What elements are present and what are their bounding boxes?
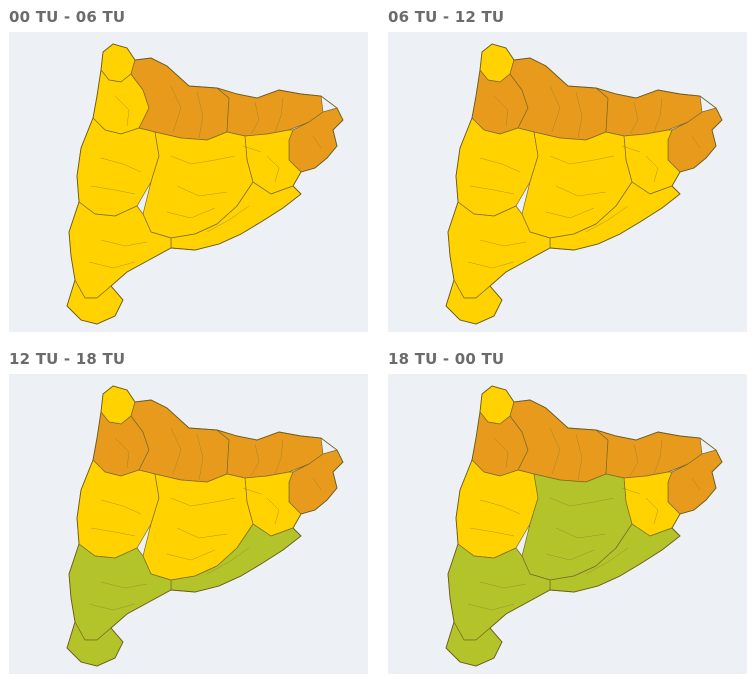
panel-title: 06 TU - 12 TU bbox=[388, 8, 505, 26]
comarca-border bbox=[312, 477, 322, 491]
comarca-border bbox=[100, 157, 142, 173]
comarca-border bbox=[88, 603, 136, 611]
catalonia-map-svg bbox=[66, 43, 344, 325]
comarca-border bbox=[170, 155, 236, 165]
comarca-border bbox=[555, 527, 607, 539]
comarca-border bbox=[585, 205, 629, 233]
comarca-border bbox=[549, 85, 561, 133]
panel-title: 18 TU - 00 TU bbox=[388, 350, 505, 368]
comarca-border bbox=[545, 549, 595, 561]
forecast-panel-4: 18 TU - 00 TU bbox=[388, 344, 748, 674]
comarca-border bbox=[621, 487, 641, 495]
comarca-border bbox=[266, 155, 280, 183]
comarca-border bbox=[549, 497, 615, 507]
comarca-border bbox=[645, 497, 659, 525]
comarca-border bbox=[170, 427, 182, 475]
map-catalonia bbox=[9, 32, 368, 332]
catalonia-outline bbox=[66, 385, 344, 667]
comarca-border bbox=[100, 581, 148, 589]
comarca-border bbox=[312, 135, 322, 149]
catalonia-outline bbox=[445, 385, 723, 667]
panel-title: 00 TU - 06 TU bbox=[9, 8, 126, 26]
panel-title: 12 TU - 18 TU bbox=[9, 350, 126, 368]
comarca-border bbox=[196, 433, 204, 481]
comarca-border bbox=[493, 95, 509, 127]
comarca-border bbox=[467, 261, 515, 269]
catalonia-map-svg bbox=[66, 385, 344, 667]
comarca-border bbox=[479, 157, 521, 173]
comarca-border bbox=[166, 549, 216, 561]
comarca-border bbox=[100, 239, 148, 247]
comarca-border bbox=[555, 185, 607, 197]
comarca-border bbox=[176, 185, 228, 197]
catalonia-outline bbox=[445, 43, 723, 325]
comarca-border bbox=[242, 145, 262, 153]
comarca-border bbox=[90, 185, 136, 195]
comarca-border bbox=[691, 477, 701, 491]
region-central-pyrenees bbox=[509, 399, 609, 483]
comarca-border bbox=[621, 145, 641, 153]
comarca-border bbox=[266, 497, 280, 525]
region-central-pyrenees bbox=[130, 57, 230, 141]
comarca-border bbox=[467, 603, 515, 611]
comarca-border bbox=[274, 439, 284, 475]
comarca-border bbox=[90, 527, 136, 537]
forecast-panel-3: 12 TU - 18 TU bbox=[9, 344, 369, 674]
comarca-border bbox=[575, 433, 583, 481]
comarca-border bbox=[629, 101, 639, 135]
comarca-border bbox=[176, 527, 228, 539]
comarca-border bbox=[479, 499, 521, 515]
comarca-border bbox=[206, 547, 250, 575]
comarca-border bbox=[114, 437, 130, 469]
catalonia-outline bbox=[66, 43, 344, 325]
comarca-border bbox=[549, 155, 615, 165]
comarca-border bbox=[549, 427, 561, 475]
comarca-border bbox=[242, 487, 262, 495]
comarca-border bbox=[206, 205, 250, 233]
catalonia-map-svg bbox=[445, 385, 723, 667]
comarca-border bbox=[469, 185, 515, 195]
comarca-border bbox=[88, 261, 136, 269]
comarca-border bbox=[469, 527, 515, 537]
comarca-border bbox=[653, 97, 663, 133]
comarca-border bbox=[653, 439, 663, 475]
comarca-border bbox=[166, 207, 216, 219]
comarca-border bbox=[114, 95, 130, 127]
comarca-border bbox=[250, 101, 260, 135]
comarca-border bbox=[479, 581, 527, 589]
comarca-border bbox=[691, 135, 701, 149]
comarca-border bbox=[585, 547, 629, 575]
comarca-border bbox=[196, 91, 204, 139]
comarca-border bbox=[170, 497, 236, 507]
map-catalonia bbox=[388, 374, 747, 674]
catalonia-map-svg bbox=[445, 43, 723, 325]
map-catalonia bbox=[9, 374, 368, 674]
region-central-pyrenees bbox=[130, 399, 230, 483]
comarca-border bbox=[479, 239, 527, 247]
comarca-border bbox=[170, 85, 182, 133]
comarca-border bbox=[645, 155, 659, 183]
forecast-panel-2: 06 TU - 12 TU bbox=[388, 2, 748, 332]
comarca-border bbox=[274, 97, 284, 133]
comarca-border bbox=[575, 91, 583, 139]
comarca-border bbox=[493, 437, 509, 469]
region-central-pyrenees bbox=[509, 57, 609, 141]
map-catalonia bbox=[388, 32, 747, 332]
comarca-border bbox=[250, 443, 260, 477]
comarca-border bbox=[629, 443, 639, 477]
forecast-panel-1: 00 TU - 06 TU bbox=[9, 2, 369, 332]
comarca-border bbox=[545, 207, 595, 219]
comarca-border bbox=[100, 499, 142, 515]
